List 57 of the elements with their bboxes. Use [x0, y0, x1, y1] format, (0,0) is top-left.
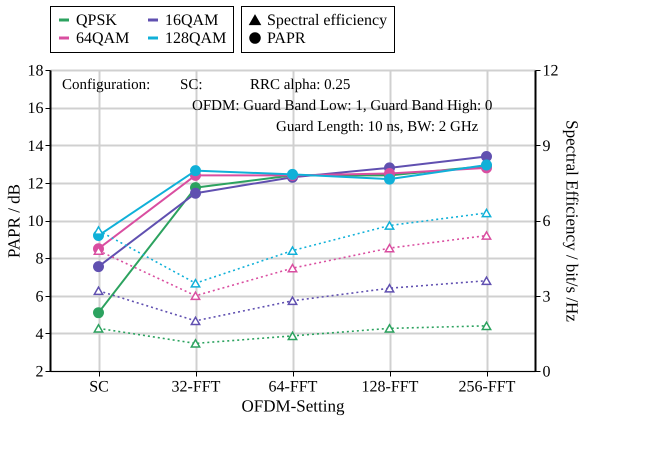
annotation: RRC alpha: 0.25	[250, 77, 350, 93]
y-axis-title: PAPR / dB	[4, 184, 24, 258]
x-tick-label: 128-FFT	[362, 378, 419, 396]
y-tick-label: 8	[36, 250, 44, 268]
point	[482, 321, 492, 330]
y-tick-label: 18	[28, 62, 44, 80]
point	[482, 208, 492, 218]
legend-label: 64QAM	[76, 30, 130, 47]
y-tick-label: 16	[28, 100, 44, 118]
point	[384, 324, 394, 333]
point	[190, 316, 200, 326]
text: Spectral efficiency	[267, 12, 388, 29]
y2-tick-label: 3	[542, 288, 550, 306]
point	[288, 246, 298, 255]
x-tick-label: 256-FFT	[458, 378, 516, 396]
point	[384, 174, 395, 185]
x-tick-label: SC	[89, 378, 109, 396]
legend-label: QPSK	[76, 12, 118, 29]
point	[94, 324, 104, 333]
annotation: SC:	[180, 77, 203, 93]
y-tick-label: 2	[36, 364, 44, 380]
point	[190, 291, 200, 300]
x-axis-title: OFDM-Setting	[242, 396, 345, 416]
legend-label: 16QAM	[165, 12, 218, 29]
point	[190, 188, 201, 199]
y2-axis-title: Spectral Efficiency / bit/s /Hz	[562, 120, 582, 322]
point	[288, 332, 298, 340]
y-tick-label: 4	[36, 326, 44, 343]
point	[93, 307, 104, 318]
y-tick-label: 12	[28, 175, 44, 192]
text: PAPR	[267, 30, 306, 47]
point	[190, 339, 200, 348]
legend-label: 128QAM	[165, 30, 226, 47]
point	[94, 286, 104, 296]
point	[482, 276, 492, 286]
y-tick-label: 10	[28, 213, 44, 230]
y2-tick-label: 12	[542, 62, 558, 80]
y-tick-label: 14	[28, 138, 44, 155]
point	[190, 278, 200, 288]
annotation: Guard Length: 10 ns, BW: 2 GHz	[276, 119, 479, 135]
point	[93, 261, 104, 272]
point	[384, 284, 394, 293]
x-tick-label: 32-FFT	[172, 378, 221, 396]
annotation: Configuration:	[62, 77, 150, 93]
point	[384, 221, 394, 230]
y2-tick-label: 6	[542, 213, 550, 230]
annotation: OFDM: Guard Band Low: 1, Guard Band High: 0	[192, 98, 492, 114]
y2-tick-label: 0	[542, 364, 550, 380]
y2-tick-label: 9	[542, 138, 550, 155]
point	[288, 296, 298, 306]
point	[482, 231, 492, 240]
point	[384, 244, 394, 252]
y-tick-label: 6	[36, 288, 44, 306]
point	[288, 264, 298, 273]
point	[94, 226, 104, 235]
point	[190, 165, 201, 176]
x-tick-label: 64-FFT	[268, 378, 318, 396]
